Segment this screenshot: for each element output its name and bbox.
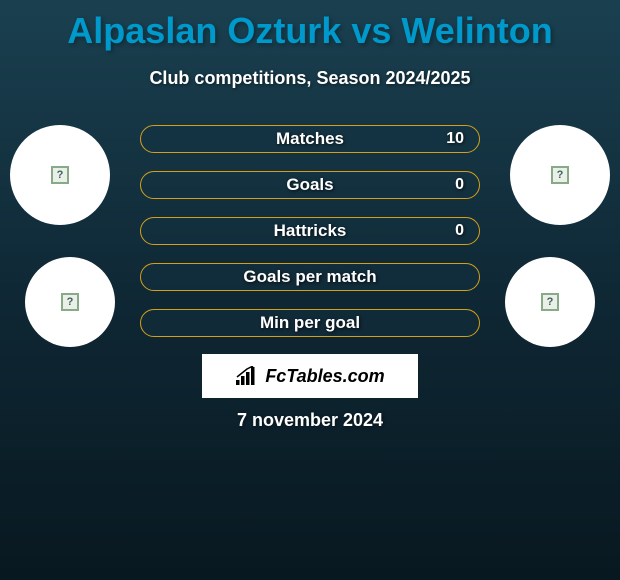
stat-label: Hattricks [274,221,347,241]
stat-row-min-per-goal: Min per goal [140,309,480,337]
broken-image-icon [61,293,79,311]
fctables-logo: FcTables.com [202,354,418,398]
chart-icon [235,366,259,386]
stat-label: Min per goal [260,313,360,333]
team-badge-right-bottom [505,257,595,347]
stat-label: Goals per match [243,267,376,287]
stat-label: Goals [286,175,333,195]
stat-value: 0 [455,176,464,194]
team-badge-left-bottom [25,257,115,347]
broken-image-icon [541,293,559,311]
logo-text: FcTables.com [265,366,384,387]
page-title: Alpaslan Ozturk vs Welinton [0,0,620,52]
stat-value: 0 [455,222,464,240]
player-avatar-right-top [510,125,610,225]
broken-image-icon [51,166,69,184]
date-text: 7 november 2024 [0,410,620,431]
player-avatar-left-top [10,125,110,225]
stat-row-hattricks: Hattricks 0 [140,217,480,245]
stat-value: 10 [446,130,464,148]
page-subtitle: Club competitions, Season 2024/2025 [0,68,620,89]
stat-row-goals-per-match: Goals per match [140,263,480,291]
stats-container: Matches 10 Goals 0 Hattricks 0 Goals per… [140,125,480,355]
stat-row-goals: Goals 0 [140,171,480,199]
stat-row-matches: Matches 10 [140,125,480,153]
broken-image-icon [551,166,569,184]
stat-label: Matches [276,129,344,149]
